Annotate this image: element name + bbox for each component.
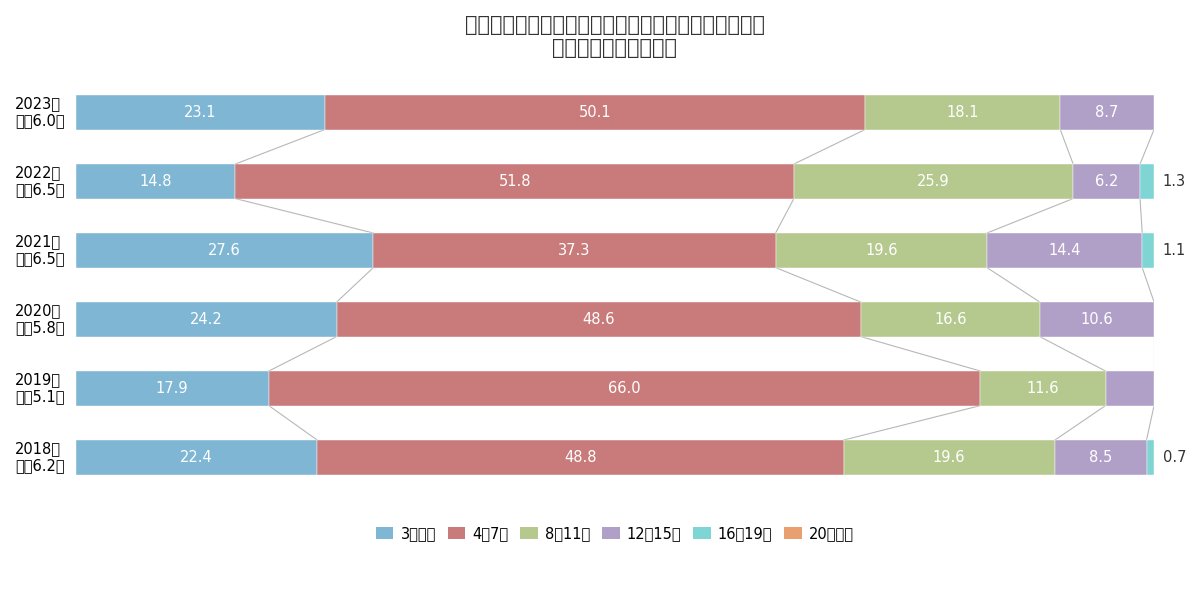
- Bar: [980, 371, 1105, 406]
- Bar: [337, 302, 860, 336]
- Bar: [794, 164, 1073, 198]
- Text: 11.6: 11.6: [1027, 381, 1060, 396]
- Bar: [76, 233, 373, 268]
- Bar: [865, 95, 1061, 130]
- Bar: [1039, 302, 1154, 336]
- Bar: [76, 440, 317, 475]
- Legend: 3分以内, 4〜7分, 8〜11分, 12〜15分, 16〜19分, 20分以上: 3分以内, 4〜7分, 8〜11分, 12〜15分, 16〜19分, 20分以上: [370, 520, 859, 547]
- Text: 19.6: 19.6: [932, 450, 966, 465]
- Text: 1.3: 1.3: [1163, 174, 1186, 189]
- Bar: [76, 164, 235, 198]
- Bar: [1142, 233, 1154, 268]
- Text: 10.6: 10.6: [1080, 312, 1114, 327]
- Bar: [1105, 371, 1154, 406]
- Text: 37.3: 37.3: [558, 243, 590, 258]
- Bar: [775, 233, 986, 268]
- Text: 48.8: 48.8: [564, 450, 596, 465]
- Bar: [860, 302, 1039, 336]
- Text: 18.1: 18.1: [947, 105, 979, 120]
- Bar: [1140, 164, 1154, 198]
- Text: 8.7: 8.7: [1096, 105, 1118, 120]
- Bar: [76, 95, 325, 130]
- Text: 27.6: 27.6: [208, 243, 241, 258]
- Bar: [235, 164, 794, 198]
- Bar: [1146, 440, 1154, 475]
- Text: 22.4: 22.4: [180, 450, 212, 465]
- Bar: [373, 233, 775, 268]
- Text: 14.8: 14.8: [139, 174, 172, 189]
- Text: 51.8: 51.8: [498, 174, 530, 189]
- Text: 48.6: 48.6: [582, 312, 614, 327]
- Bar: [317, 440, 844, 475]
- Bar: [1073, 164, 1140, 198]
- Text: 66.0: 66.0: [608, 381, 641, 396]
- Bar: [76, 302, 337, 336]
- Text: 1.1: 1.1: [1163, 243, 1186, 258]
- Bar: [844, 440, 1055, 475]
- Text: 23.1: 23.1: [184, 105, 216, 120]
- Bar: [325, 95, 865, 130]
- Text: 0.7: 0.7: [1163, 450, 1186, 465]
- Text: 14.4: 14.4: [1049, 243, 1081, 258]
- Text: 16.6: 16.6: [934, 312, 966, 327]
- Text: 19.6: 19.6: [865, 243, 898, 258]
- Bar: [1061, 95, 1154, 130]
- Text: 6.2: 6.2: [1094, 174, 1118, 189]
- Bar: [1055, 440, 1146, 475]
- Bar: [269, 371, 980, 406]
- Bar: [986, 233, 1142, 268]
- Text: 25.9: 25.9: [917, 174, 950, 189]
- Title: 中部圏　新築マンションの徒歩時間別供給シェア推移
（徒歩物件のみ集計）: 中部圏 新築マンションの徒歩時間別供給シェア推移 （徒歩物件のみ集計）: [464, 15, 764, 58]
- Text: 24.2: 24.2: [190, 312, 222, 327]
- Bar: [76, 371, 269, 406]
- Text: 50.1: 50.1: [578, 105, 611, 120]
- Text: 17.9: 17.9: [156, 381, 188, 396]
- Text: 8.5: 8.5: [1090, 450, 1112, 465]
